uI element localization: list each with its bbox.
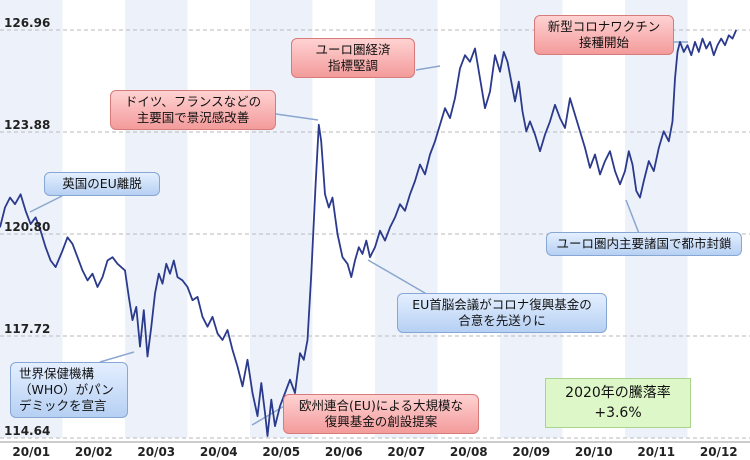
- month-band: [125, 0, 188, 438]
- x-tick-label: 20/11: [637, 445, 675, 459]
- annotation-leader: [625, 199, 641, 237]
- annotation-line: ユーロ圏内主要諸国で都市封鎖: [556, 236, 732, 251]
- x-tick-label: 20/06: [325, 445, 363, 459]
- annotation-leader: [99, 351, 135, 363]
- annotation-line: EU首脳会議がコロナ復興基金の: [412, 297, 592, 312]
- annotation-eu-recovery-fund-proposal: 欧州連合(EU)による大規模な 復興基金の創設提案: [283, 394, 479, 434]
- annual-change-value: +3.6%: [594, 405, 642, 421]
- annotation-line: 主要国で景況感改善: [136, 110, 250, 125]
- annual-change-box: 2020年の騰落率 +3.6%: [545, 378, 691, 428]
- x-tick-label: 20/10: [575, 445, 613, 459]
- annotation-vaccine-start: 新型コロナワクチン 接種開始: [534, 15, 674, 55]
- x-tick-label: 20/08: [450, 445, 488, 459]
- annotation-line: ドイツ、フランスなどの: [124, 94, 262, 109]
- y-tick-label: 126.96: [4, 16, 50, 30]
- annotation-who-pandemic: 世界保健機構 （WHO）がパン デミックを宣言: [10, 362, 128, 418]
- y-tick-label: 117.72: [4, 322, 50, 336]
- y-tick-label: 120.80: [4, 220, 50, 234]
- annotation-line: デミックを宣言: [19, 398, 107, 413]
- x-tick-label: 20/01: [12, 445, 50, 459]
- annotation-eurozone-lockdowns: ユーロ圏内主要諸国で都市封鎖: [546, 232, 742, 256]
- y-tick-label: 123.88: [4, 118, 50, 132]
- annotation-line: 復興基金の創設提案: [324, 414, 438, 429]
- month-band: [500, 0, 563, 438]
- x-tick-label: 20/02: [75, 445, 113, 459]
- x-tick-label: 20/12: [700, 445, 738, 459]
- annotation-line: 接種開始: [578, 35, 629, 50]
- annotation-line: 指標堅調: [327, 58, 378, 73]
- annotation-line: 新型コロナワクチン: [547, 19, 661, 34]
- annotation-eurozone-data-strong: ユーロ圏経済 指標堅調: [291, 38, 415, 78]
- annual-change-label: 2020年の騰落率: [565, 385, 671, 401]
- annotation-leader: [415, 65, 441, 71]
- x-tick-label: 20/07: [387, 445, 425, 459]
- x-tick-label: 20/09: [512, 445, 550, 459]
- annotation-leader: [367, 259, 431, 297]
- series-line: [0, 29, 738, 437]
- y-tick-label: 114.64: [4, 424, 50, 438]
- annotation-brexit: 英国のEU離脱: [44, 172, 160, 196]
- x-tick-label: 20/03: [137, 445, 175, 459]
- month-band: [625, 0, 688, 438]
- annotation-line: ユーロ圏経済: [315, 42, 391, 57]
- annotation-line: 世界保健機構: [19, 366, 95, 381]
- annotation-line: （WHO）がパン: [19, 382, 114, 397]
- annotation-germany-france-sentiment: ドイツ、フランスなどの 主要国で景況感改善: [110, 90, 276, 130]
- x-tick-label: 20/05: [262, 445, 300, 459]
- annotation-line: 英国のEU離脱: [62, 176, 142, 191]
- x-tick-label: 20/04: [200, 445, 238, 459]
- annotation-line: 合意を先送りに: [458, 313, 546, 328]
- annotation-eu-summit-postponed: EU首脳会議がコロナ復興基金の 合意を先送りに: [397, 293, 607, 333]
- annotation-leader: [29, 195, 63, 213]
- annotation-line: 欧州連合(EU)による大規模な: [299, 398, 463, 413]
